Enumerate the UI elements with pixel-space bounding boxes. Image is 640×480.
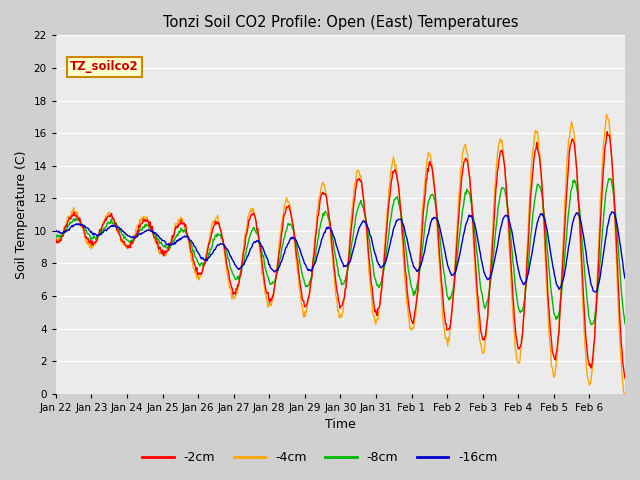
- Legend: -2cm, -4cm, -8cm, -16cm: -2cm, -4cm, -8cm, -16cm: [138, 446, 502, 469]
- Title: Tonzi Soil CO2 Profile: Open (East) Temperatures: Tonzi Soil CO2 Profile: Open (East) Temp…: [163, 15, 518, 30]
- Text: TZ_soilco2: TZ_soilco2: [70, 60, 139, 73]
- X-axis label: Time: Time: [325, 419, 356, 432]
- Y-axis label: Soil Temperature (C): Soil Temperature (C): [15, 150, 28, 279]
